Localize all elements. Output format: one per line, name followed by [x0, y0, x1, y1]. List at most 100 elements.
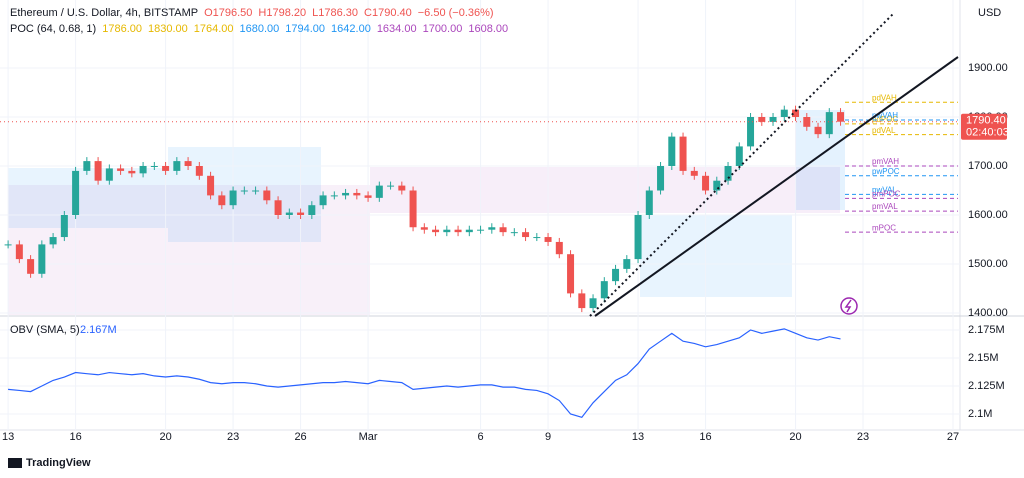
candle	[713, 180, 721, 191]
header-text: 1700.00	[423, 23, 463, 35]
candle	[83, 161, 91, 171]
candle	[218, 195, 226, 206]
candle	[477, 229, 485, 231]
candle	[274, 200, 282, 215]
candle	[49, 237, 57, 245]
candle	[567, 254, 575, 294]
level-tag: pdPOC	[872, 115, 898, 124]
candle	[724, 166, 732, 181]
candle	[72, 170, 80, 215]
header-text: −6.50 (−0.36%)	[418, 7, 494, 19]
unit-label: USD	[978, 7, 1001, 19]
x-tick-label: 23	[857, 431, 869, 443]
header-text: C1790.40	[364, 7, 412, 19]
header-text: H1798.20	[258, 7, 306, 19]
candle	[319, 195, 327, 206]
candle	[758, 117, 766, 122]
candle	[229, 190, 237, 206]
candle	[544, 237, 552, 242]
x-tick-label: 16	[69, 431, 81, 443]
level-tag: pmPOC	[872, 189, 901, 198]
candle	[499, 227, 507, 233]
candle	[364, 195, 372, 198]
header-text: 1608.00	[468, 23, 508, 35]
candle	[623, 259, 631, 269]
candle	[825, 112, 833, 135]
candle	[533, 237, 541, 239]
candle	[443, 229, 451, 233]
obv-last-value: 2.167M	[80, 324, 117, 336]
y-tick-label: 1500.00	[968, 258, 1008, 270]
x-tick-label: 16	[699, 431, 711, 443]
alert-icon-bolt	[844, 299, 852, 313]
candle	[252, 190, 260, 192]
y-tick-label: 1600.00	[968, 209, 1008, 221]
y-tick-label: 1900.00	[968, 62, 1008, 74]
candle	[803, 117, 811, 127]
y-tick-label: 1700.00	[968, 160, 1008, 172]
volume-profile-box	[795, 110, 845, 210]
countdown: 02:40:03	[966, 127, 1009, 139]
header-text: 1786.00	[102, 23, 142, 35]
candle	[105, 168, 113, 181]
candle	[195, 166, 203, 176]
candle	[94, 161, 102, 181]
x-tick-label: 9	[545, 431, 551, 443]
volume-profile-box	[168, 147, 321, 242]
logo	[8, 458, 22, 468]
candle	[702, 175, 710, 191]
level-tag: pmVAH	[872, 157, 899, 166]
x-tick-label: 26	[294, 431, 306, 443]
header-text: POC (64, 0.68, 1)	[10, 23, 96, 35]
candle	[679, 136, 687, 171]
candle	[792, 109, 800, 118]
candle	[690, 170, 698, 176]
level-tag: pmVAL	[872, 202, 898, 211]
candle	[612, 268, 620, 282]
candle	[409, 190, 417, 228]
candle	[375, 185, 383, 198]
obv-title: OBV (SMA, 5)	[10, 324, 80, 336]
x-tick-label: 13	[2, 431, 14, 443]
candle	[522, 232, 530, 238]
candle	[15, 244, 23, 260]
candle	[184, 161, 192, 167]
candle	[285, 212, 293, 215]
candle	[4, 244, 12, 246]
candle	[780, 109, 788, 118]
candle	[173, 161, 181, 171]
candle	[668, 136, 676, 167]
candle	[398, 185, 406, 191]
x-tick-label: 13	[632, 431, 644, 443]
candle	[634, 214, 642, 260]
x-tick-label: 20	[789, 431, 801, 443]
candle	[330, 195, 338, 197]
candle	[555, 241, 563, 255]
candle	[342, 192, 350, 196]
candle	[353, 192, 361, 196]
volume-profile-box	[8, 168, 168, 228]
candle	[263, 190, 271, 201]
level-tag: pwVAH	[872, 111, 898, 120]
candle	[589, 298, 597, 309]
alert-icon[interactable]	[840, 297, 858, 315]
branding: TradingView	[26, 457, 91, 469]
level-tag: pdVAL	[872, 126, 896, 135]
candle	[128, 170, 136, 174]
level-tag: pwPOC	[872, 167, 900, 176]
y-tick-label: 2.15M	[968, 352, 999, 364]
candle	[387, 185, 395, 187]
candle	[240, 190, 248, 192]
candle	[600, 281, 608, 299]
last-price-tag	[961, 113, 1007, 140]
candle	[454, 229, 462, 233]
candle	[38, 244, 46, 274]
x-tick-label: 27	[947, 431, 959, 443]
header-text: L1786.30	[312, 7, 358, 19]
candle	[117, 168, 125, 171]
candle	[297, 212, 305, 215]
y-tick-label: 2.1M	[968, 408, 992, 420]
candle	[837, 112, 845, 122]
